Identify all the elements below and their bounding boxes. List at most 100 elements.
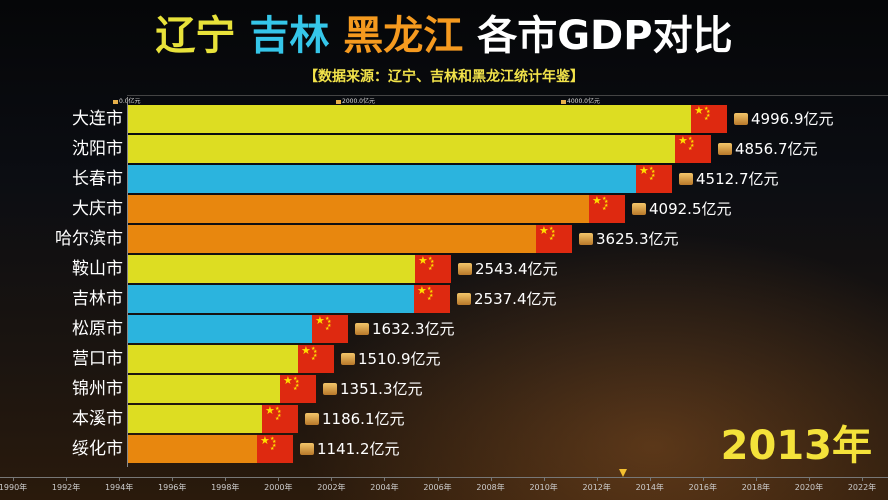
category-label: 锦州市 (72, 379, 123, 399)
bar-row: 大庆市 ★ ★ ★ ★ ★ 4092.5亿元 (0, 194, 888, 224)
value-label: 2537.4亿元 (457, 284, 557, 314)
timeline-tick-label: 2010年 (529, 483, 558, 492)
china-flag-icon: ★ ★ ★ ★ ★ (675, 135, 711, 163)
coin-icon (561, 99, 566, 104)
bar (128, 345, 298, 373)
china-flag-icon: ★ ★ ★ ★ ★ (257, 435, 293, 463)
money-icon (734, 113, 748, 125)
category-label: 吉林市 (72, 289, 123, 309)
top-axis-line (127, 95, 888, 96)
timeline-marker (619, 469, 628, 477)
category-label: 营口市 (72, 349, 123, 369)
bar (128, 165, 636, 193)
data-source-subtitle: 【数据来源：辽宁、吉林和黑龙江统计年鉴】 (304, 69, 584, 85)
top-axis-label-0: 0.0亿元 (113, 96, 141, 105)
timeline-tick-label: 2016年 (688, 483, 717, 492)
bar (128, 315, 312, 343)
china-flag-icon: ★ ★ ★ ★ ★ (691, 105, 727, 133)
timeline-tick (13, 477, 14, 481)
timeline-tick-label: 1990年 (0, 483, 28, 492)
bar-row: 哈尔滨市 ★ ★ ★ ★ ★ 3625.3亿元 (0, 224, 888, 254)
category-label: 大连市 (72, 109, 123, 129)
timeline-tick (755, 477, 757, 481)
timeline-tick-label: 2006年 (423, 483, 452, 492)
timeline-tick (384, 477, 386, 481)
bar-row: 长春市 ★ ★ ★ ★ ★ 4512.7亿元 (0, 164, 888, 194)
timeline-tick-label: 2012年 (582, 483, 611, 492)
bar-row: 锦州市 ★ ★ ★ ★ ★ 1351.3亿元 (0, 374, 888, 404)
timeline-tick (119, 477, 121, 481)
value-label: 4092.5亿元 (632, 194, 732, 224)
timeline-tick-label: 2020年 (794, 483, 824, 492)
category-label: 长春市 (72, 169, 123, 189)
timeline-tick-label: 2022年 (847, 483, 877, 492)
timeline-tick-label: 2014年 (635, 483, 664, 492)
money-icon (718, 143, 732, 155)
money-icon (458, 263, 472, 275)
top-axis-label-1: 2000.0亿元 (336, 96, 375, 105)
timeline-tick (649, 477, 651, 481)
money-icon (355, 323, 369, 335)
bar (128, 375, 280, 403)
timeline-tick-label: 1996年 (158, 483, 187, 492)
timeline-tick-label: 1994年 (104, 483, 134, 492)
value-label: 1351.3亿元 (323, 374, 423, 404)
timeline-axis-line (0, 477, 888, 478)
china-flag-icon: ★ ★ ★ ★ ★ (312, 315, 348, 343)
bar-row: 鞍山市 ★ ★ ★ ★ ★ 2543.4亿元 (0, 254, 888, 284)
bar-row: 本溪市 ★ ★ ★ ★ ★ 1186.1亿元 (0, 404, 888, 434)
china-flag-icon: ★ ★ ★ ★ ★ (280, 375, 316, 403)
category-label: 沈阳市 (72, 139, 123, 159)
timeline-tick (331, 477, 333, 481)
bar-row: 大连市 ★ ★ ★ ★ ★ 4996.9亿元 (0, 104, 888, 134)
value-label: 4856.7亿元 (718, 134, 818, 164)
bar (128, 225, 536, 253)
page-title: 辽宁 吉林 黑龙江 各市GDP对比 (0, 8, 888, 64)
timeline-tick (437, 477, 439, 481)
year-label: 2013年 (720, 423, 872, 469)
value-label: 3625.3亿元 (579, 224, 679, 254)
timeline-tick (66, 477, 68, 481)
timeline-tick (543, 477, 545, 481)
money-icon (300, 443, 314, 455)
bar (128, 135, 675, 163)
china-flag-icon: ★ ★ ★ ★ ★ (415, 255, 451, 283)
value-label: 4512.7亿元 (679, 164, 779, 194)
category-label: 鞍山市 (72, 259, 123, 279)
bar (128, 405, 262, 433)
timeline-tick (490, 477, 492, 481)
category-label: 松原市 (72, 319, 123, 339)
money-icon (632, 203, 646, 215)
money-icon (679, 173, 693, 185)
timeline-tick (225, 477, 227, 481)
china-flag-icon: ★ ★ ★ ★ ★ (262, 405, 298, 433)
timeline-tick (808, 477, 810, 481)
title-heilongjiang: 黑龙江 (343, 13, 464, 59)
value-label: 2543.4亿元 (458, 254, 558, 284)
bar (128, 435, 257, 463)
timeline-tick-label: 2000年 (264, 483, 293, 492)
bar-row: 绥化市 ★ ★ ★ ★ ★ 1141.2亿元 (0, 434, 888, 464)
china-flag-icon: ★ ★ ★ ★ ★ (414, 285, 450, 313)
title-liaoning: 辽宁 (155, 13, 236, 59)
money-icon (323, 383, 337, 395)
value-label: 1510.9亿元 (341, 344, 441, 374)
bar (128, 195, 589, 223)
value-label: 1141.2亿元 (300, 434, 400, 464)
china-flag-icon: ★ ★ ★ ★ ★ (636, 165, 672, 193)
timeline-tick-label: 2018年 (741, 483, 771, 492)
bar-row: 营口市 ★ ★ ★ ★ ★ 1510.9亿元 (0, 344, 888, 374)
china-flag-icon: ★ ★ ★ ★ ★ (536, 225, 572, 253)
top-axis-label-2: 4000.0亿元 (561, 96, 600, 105)
china-flag-icon: ★ ★ ★ ★ ★ (589, 195, 625, 223)
category-label: 绥化市 (72, 439, 123, 459)
bar (128, 105, 691, 133)
money-icon (341, 353, 355, 365)
category-label: 本溪市 (72, 409, 123, 429)
value-label: 1632.3亿元 (355, 314, 455, 344)
timeline-tick (862, 477, 863, 481)
value-label: 1186.1亿元 (305, 404, 405, 434)
category-label: 大庆市 (72, 199, 123, 219)
timeline-tick-label: 1992年 (51, 483, 81, 492)
coin-icon (336, 99, 341, 104)
